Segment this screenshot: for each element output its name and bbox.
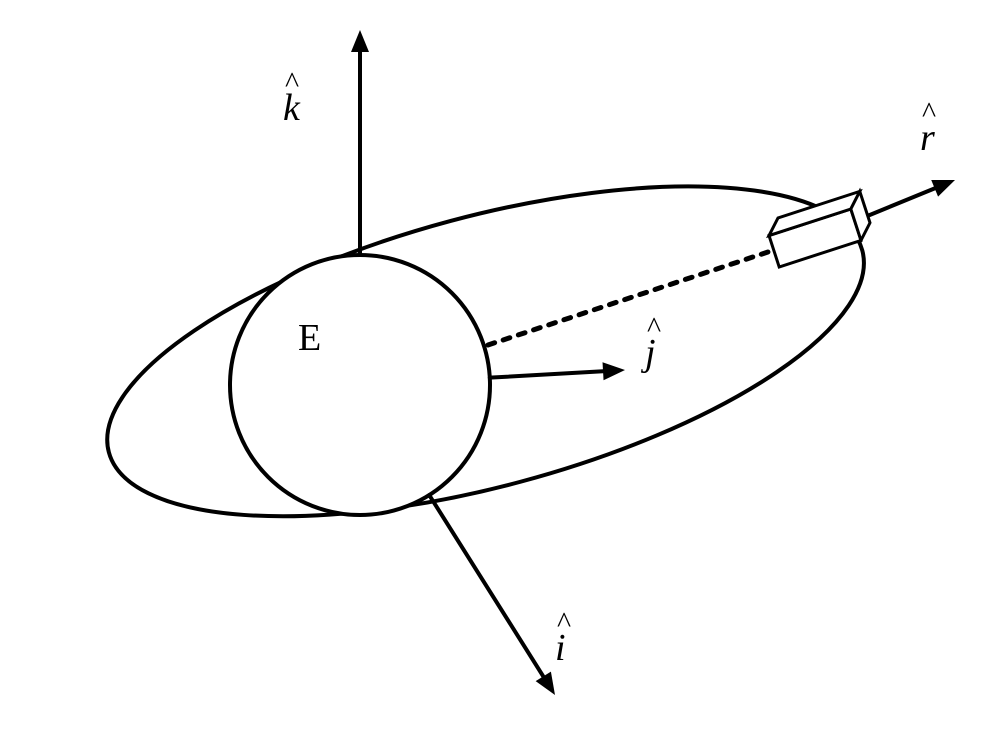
axis-j — [490, 362, 625, 380]
label-r-hat: ^ — [922, 96, 936, 129]
axis-k — [351, 30, 369, 255]
axis-r — [860, 180, 955, 219]
label-E-text: E — [298, 317, 321, 359]
label-k: k^ — [283, 66, 301, 129]
label-k-hat: ^ — [285, 66, 299, 99]
label-r: r^ — [920, 96, 936, 159]
label-i-hat: ^ — [557, 606, 571, 639]
label-j-hat: ^ — [647, 311, 661, 344]
satellite — [765, 191, 875, 267]
earth-sphere — [230, 255, 490, 515]
r-vector-dotted — [488, 243, 795, 345]
label-i: i^ — [555, 606, 571, 669]
label-E: E — [298, 317, 321, 359]
axis-i — [429, 495, 555, 695]
label-j: j^ — [640, 311, 661, 374]
